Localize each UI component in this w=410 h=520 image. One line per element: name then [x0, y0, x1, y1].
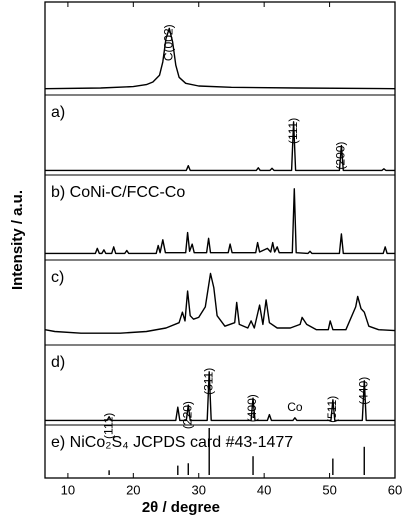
- xrd-pattern: [45, 371, 395, 422]
- x-tick-label: 20: [126, 482, 140, 497]
- xrd-pattern: [45, 121, 395, 172]
- peak-label: (220): [180, 401, 194, 429]
- xrd-pattern: [44, 27, 396, 90]
- y-axis-label: Intensity / a.u.: [9, 190, 26, 290]
- panel-label: a): [51, 104, 65, 121]
- panel-label: b) CoNi-C/FCC-Co: [51, 184, 185, 201]
- panel-label: d): [51, 354, 65, 371]
- plot-frame: [44, 1, 396, 479]
- xrd-pattern: [44, 272, 396, 334]
- peak-label: (111): [286, 118, 300, 144]
- x-tick-label: 60: [388, 482, 402, 497]
- panel-label: e) NiCo₂S₄ JCPDS card #43-1477: [51, 434, 293, 451]
- x-tick-label: 10: [61, 482, 75, 497]
- peak-label: (311): [201, 368, 215, 395]
- peak-label: (440): [356, 377, 370, 405]
- peak-label: (111): [101, 413, 115, 439]
- peak-label: C(002): [161, 24, 175, 61]
- peak-label: (200): [334, 142, 348, 170]
- x-tick-label: 40: [257, 482, 271, 497]
- x-tick-label: 50: [322, 482, 336, 497]
- x-tick-label: 30: [192, 482, 206, 497]
- panel-label: c): [51, 269, 64, 286]
- peak-label: Co: [287, 400, 303, 414]
- xrd-pattern: [45, 188, 395, 255]
- peak-label: (400): [245, 394, 259, 422]
- peak-label: (511): [325, 396, 339, 423]
- x-axis-label: 2θ / degree: [142, 499, 220, 516]
